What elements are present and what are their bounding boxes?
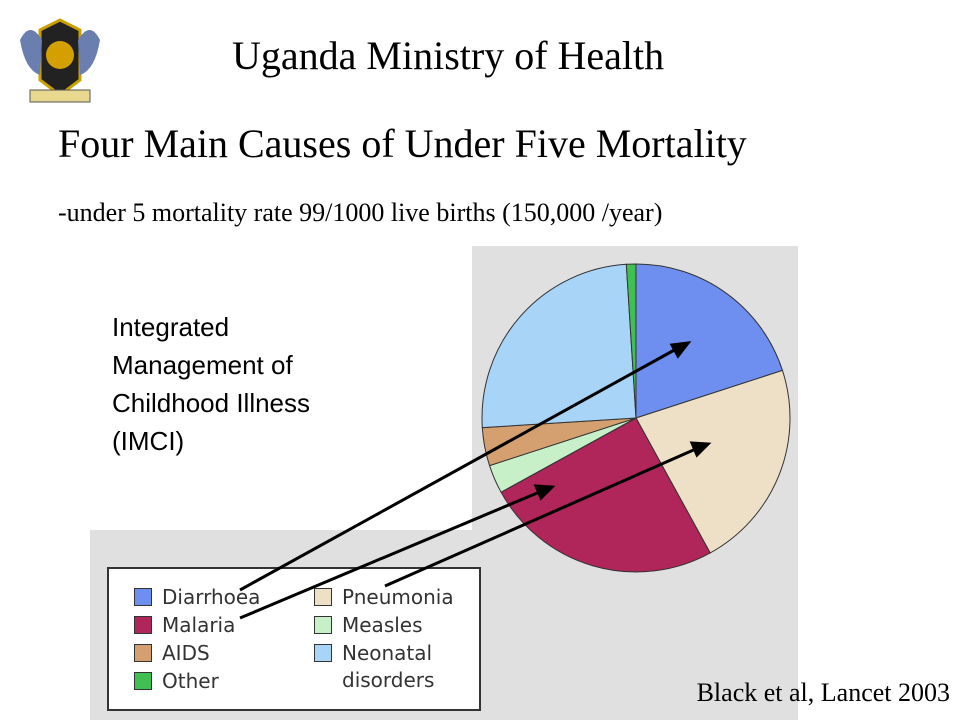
arrow	[239, 489, 543, 620]
arrow	[239, 346, 679, 592]
pie-slice	[625, 263, 637, 419]
legend-swatch	[134, 588, 152, 606]
legend-swatch	[134, 644, 152, 662]
arrow-head	[689, 441, 712, 458]
header-title: Uganda Ministry of Health	[232, 33, 665, 78]
slide-title: Four Main Causes of Under Five Mortality	[58, 121, 747, 166]
pie-slice	[500, 417, 711, 573]
legend-label: Diarrhoea	[162, 585, 261, 609]
pie	[481, 263, 791, 573]
legend-label: AIDS	[162, 641, 210, 665]
arrow-head	[533, 484, 556, 501]
arrows	[239, 341, 712, 620]
legend-swatch	[314, 588, 332, 606]
legend-label: Malaria	[162, 613, 236, 637]
legend-label: Measles	[342, 613, 423, 637]
legend-label: Neonatal disorders	[342, 641, 435, 692]
citation: Black et al, Lancet 2003	[696, 678, 950, 707]
pie-slice	[635, 369, 791, 554]
legend-label: Other	[162, 669, 219, 693]
note: Integrated Management of Childhood Illne…	[112, 312, 311, 456]
logo	[20, 18, 100, 103]
pie-slice	[481, 263, 637, 429]
legend-swatch	[314, 644, 332, 662]
legend-swatch	[314, 616, 332, 634]
legend-swatch	[134, 672, 152, 690]
legend-label: Pneumonia	[342, 585, 454, 609]
legend-box	[107, 567, 481, 711]
arrow-head	[669, 341, 692, 359]
subtitle: -under 5 mortality rate 99/1000 live bir…	[58, 198, 663, 227]
legend-swatch	[134, 616, 152, 634]
arrow	[384, 446, 699, 588]
pie-slice	[635, 263, 784, 419]
